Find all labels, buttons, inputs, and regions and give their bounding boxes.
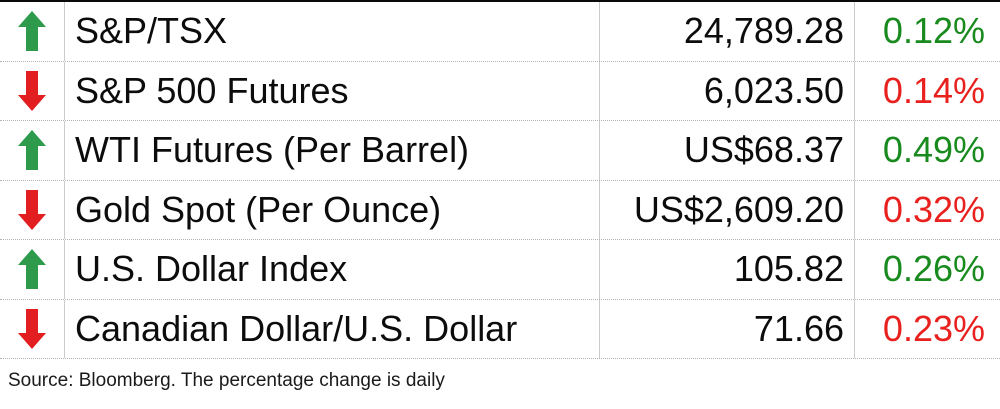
arrow-shape bbox=[18, 189, 46, 230]
up-arrow-icon bbox=[18, 249, 46, 290]
percent-change: 0.12% bbox=[882, 10, 985, 52]
direction-cell bbox=[0, 240, 65, 299]
table-row: S&P/TSX 24,789.28 0.12% bbox=[0, 2, 1000, 62]
instrument-name: WTI Futures (Per Barrel) bbox=[65, 121, 600, 180]
market-table: S&P/TSX 24,789.28 0.12% S&P 500 Futures … bbox=[0, 0, 1000, 359]
instrument-value: US$2,609.20 bbox=[600, 180, 855, 239]
arrow-shape bbox=[18, 11, 46, 52]
arrow-shape bbox=[18, 249, 46, 290]
instrument-value: 71.66 bbox=[600, 299, 855, 358]
instrument-name: Canadian Dollar/U.S. Dollar bbox=[65, 299, 600, 358]
down-arrow-icon bbox=[18, 70, 46, 111]
percent-change: 0.14% bbox=[882, 69, 985, 111]
instrument-value: US$68.37 bbox=[600, 121, 855, 180]
down-arrow-icon bbox=[18, 308, 46, 349]
table-row: WTI Futures (Per Barrel) US$68.37 0.49% bbox=[0, 121, 1000, 181]
arrow-shape bbox=[18, 130, 46, 171]
direction-cell bbox=[0, 2, 65, 61]
table-row: Gold Spot (Per Ounce) US$2,609.20 0.32% bbox=[0, 180, 1000, 240]
down-arrow-icon bbox=[18, 189, 46, 230]
percent-change: 0.32% bbox=[882, 188, 985, 230]
direction-cell bbox=[0, 180, 65, 239]
up-arrow-icon bbox=[18, 130, 46, 171]
direction-cell bbox=[0, 61, 65, 120]
percent-change: 0.23% bbox=[882, 307, 985, 349]
table-row: Canadian Dollar/U.S. Dollar 71.66 0.23% bbox=[0, 299, 1000, 359]
table-row: U.S. Dollar Index 105.82 0.26% bbox=[0, 240, 1000, 300]
arrow-shape bbox=[18, 70, 46, 111]
percent-change: 0.26% bbox=[882, 248, 985, 290]
instrument-name: U.S. Dollar Index bbox=[65, 240, 600, 299]
up-arrow-icon bbox=[18, 11, 46, 52]
instrument-name: S&P 500 Futures bbox=[65, 61, 600, 120]
table-row: S&P 500 Futures 6,023.50 0.14% bbox=[0, 61, 1000, 121]
direction-cell bbox=[0, 299, 65, 358]
instrument-name: S&P/TSX bbox=[65, 2, 600, 61]
instrument-name: Gold Spot (Per Ounce) bbox=[65, 180, 600, 239]
arrow-shape bbox=[18, 308, 46, 349]
instrument-value: 6,023.50 bbox=[600, 61, 855, 120]
percent-change: 0.49% bbox=[882, 129, 985, 171]
instrument-value: 105.82 bbox=[600, 240, 855, 299]
direction-cell bbox=[0, 121, 65, 180]
source-note: Source: Bloomberg. The percentage change… bbox=[8, 370, 445, 391]
instrument-value: 24,789.28 bbox=[600, 2, 855, 61]
